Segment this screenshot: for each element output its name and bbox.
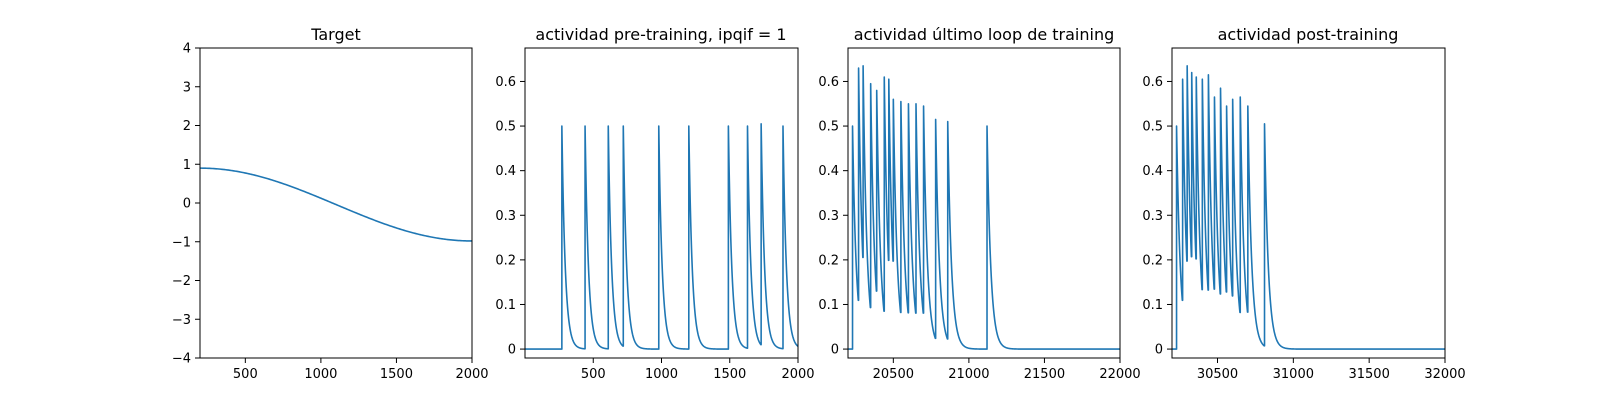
y-tick-label: 0.4 bbox=[818, 164, 839, 179]
y-tick-label: 0.6 bbox=[818, 75, 839, 90]
x-tick-label: 31000 bbox=[1273, 367, 1314, 382]
y-tick-label: 0.2 bbox=[818, 253, 839, 268]
y-tick-label: 0 bbox=[1155, 343, 1163, 358]
y-tick-label: 0.2 bbox=[495, 253, 516, 268]
x-tick-label: 32000 bbox=[1424, 367, 1465, 382]
y-tick-label: 0.5 bbox=[1142, 120, 1163, 135]
y-tick-label: 0.4 bbox=[1142, 164, 1163, 179]
x-tick-label: 21500 bbox=[1024, 367, 1065, 382]
chart-title: actividad último loop de training bbox=[854, 25, 1115, 44]
y-tick-label: 0.3 bbox=[1142, 209, 1163, 224]
plot-frame bbox=[847, 47, 1121, 359]
chart-panel-post-training: actividad post-training 30500 31000 31500 3… bbox=[1142, 25, 1465, 382]
plot-frame bbox=[1171, 47, 1446, 359]
y-tick-label: 0.1 bbox=[495, 298, 516, 313]
y-tick-label: 0.6 bbox=[1142, 75, 1163, 90]
y-tick-label: 2 bbox=[183, 119, 191, 134]
y-tick-label: 0.5 bbox=[818, 120, 839, 135]
x-tick-label: 500 bbox=[581, 367, 606, 382]
y-tick-label: 0.3 bbox=[818, 209, 839, 224]
y-tick-label: −4 bbox=[172, 352, 191, 367]
y-tick-label: 0 bbox=[831, 343, 839, 358]
series-line bbox=[848, 65, 1120, 350]
series-line bbox=[200, 167, 472, 242]
x-tick-label: 20500 bbox=[873, 367, 914, 382]
y-tick-label: −1 bbox=[172, 235, 191, 250]
y-tick-label: 1 bbox=[183, 158, 191, 173]
y-tick-label: 0.4 bbox=[495, 164, 516, 179]
x-tick-label: 1000 bbox=[304, 367, 337, 382]
x-tick-label: 2000 bbox=[455, 367, 488, 382]
x-tick-label: 1500 bbox=[380, 367, 413, 382]
chart-title: actividad pre-training, ipqif = 1 bbox=[535, 25, 786, 44]
y-tick-label: 0 bbox=[183, 197, 191, 212]
chart-panel-last-training-loop: actividad último loop de training 20500 2… bbox=[818, 25, 1140, 382]
x-tick-label: 1000 bbox=[645, 367, 678, 382]
x-tick-label: 21000 bbox=[948, 367, 989, 382]
y-tick-label: 0.2 bbox=[1142, 253, 1163, 268]
x-tick-label: 2000 bbox=[781, 367, 814, 382]
chart-title: actividad post-training bbox=[1218, 25, 1399, 44]
series-line bbox=[1172, 65, 1445, 350]
x-tick-label: 30500 bbox=[1197, 367, 1238, 382]
y-tick-label: 3 bbox=[183, 80, 191, 95]
x-tick-label: 31500 bbox=[1348, 367, 1389, 382]
chart-title: Target bbox=[310, 25, 361, 44]
y-tick-label: 0.1 bbox=[1142, 298, 1163, 313]
chart-panel-target: Target 500 1000 1500 2000 −4 −3 −2 −1 0 1 2 3 4 bbox=[172, 25, 489, 382]
y-tick-label: −3 bbox=[172, 313, 191, 328]
series-line bbox=[525, 123, 798, 350]
y-tick-label: 0.1 bbox=[818, 298, 839, 313]
x-tick-label: 500 bbox=[233, 367, 258, 382]
chart-panel-pre-training: actividad pre-training, ipqif = 1 500 100… bbox=[495, 25, 814, 382]
y-tick-label: 0.3 bbox=[495, 209, 516, 224]
y-tick-label: 4 bbox=[183, 42, 191, 57]
y-tick-label: 0.5 bbox=[495, 120, 516, 135]
x-tick-label: 1500 bbox=[713, 367, 746, 382]
x-tick-label: 22000 bbox=[1099, 367, 1140, 382]
y-tick-label: 0.6 bbox=[495, 75, 516, 90]
y-tick-label: 0 bbox=[508, 343, 516, 358]
y-tick-label: −2 bbox=[172, 274, 191, 289]
